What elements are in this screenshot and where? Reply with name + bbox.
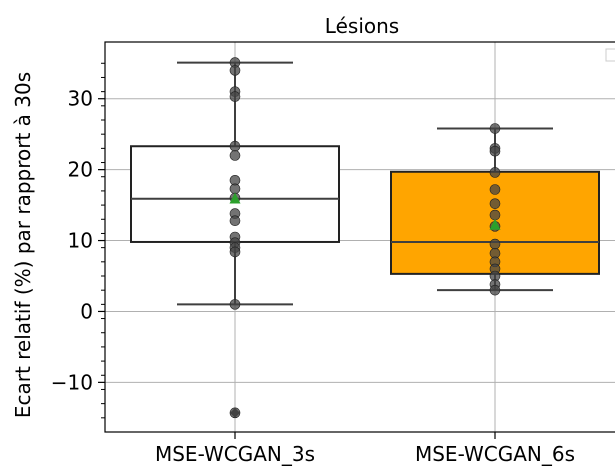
data-point — [489, 284, 501, 296]
data-point — [229, 246, 241, 258]
mean-marker — [229, 192, 241, 204]
y-tick-label: 20 — [68, 158, 93, 182]
plot-area-frame — [104, 41, 615, 433]
mean-marker — [489, 218, 501, 230]
data-point — [229, 91, 241, 102]
data-point — [229, 140, 241, 152]
chart-title: Lésions — [325, 14, 399, 38]
data-point — [489, 184, 501, 195]
data-point — [229, 407, 241, 419]
data-points — [229, 57, 501, 419]
axes: −10 0 10 20 30 MSE-WCGAN_3s MSE-WCGAN_6s — [51, 62, 575, 466]
x-tick-label: MSE-WCGAN_3s — [155, 442, 315, 466]
data-point — [229, 299, 241, 310]
y-tick-label: −10 — [51, 370, 93, 394]
data-point — [489, 145, 501, 157]
data-point — [489, 209, 501, 221]
y-tick-label: 30 — [68, 87, 93, 111]
data-point — [229, 215, 241, 226]
x-tick-label: MSE-WCGAN_6s — [415, 442, 575, 466]
data-point — [489, 198, 501, 209]
data-point — [489, 167, 501, 178]
data-point — [489, 123, 501, 134]
y-tick-label: 10 — [68, 229, 93, 253]
data-point — [229, 65, 241, 76]
data-point — [489, 238, 501, 250]
empty-legend — [605, 48, 615, 62]
data-point — [229, 183, 241, 195]
data-point — [229, 150, 241, 161]
y-axis-title: Ecart relatif (%) par rapprort à 30s — [11, 72, 35, 418]
y-tick-label: 0 — [80, 299, 93, 323]
